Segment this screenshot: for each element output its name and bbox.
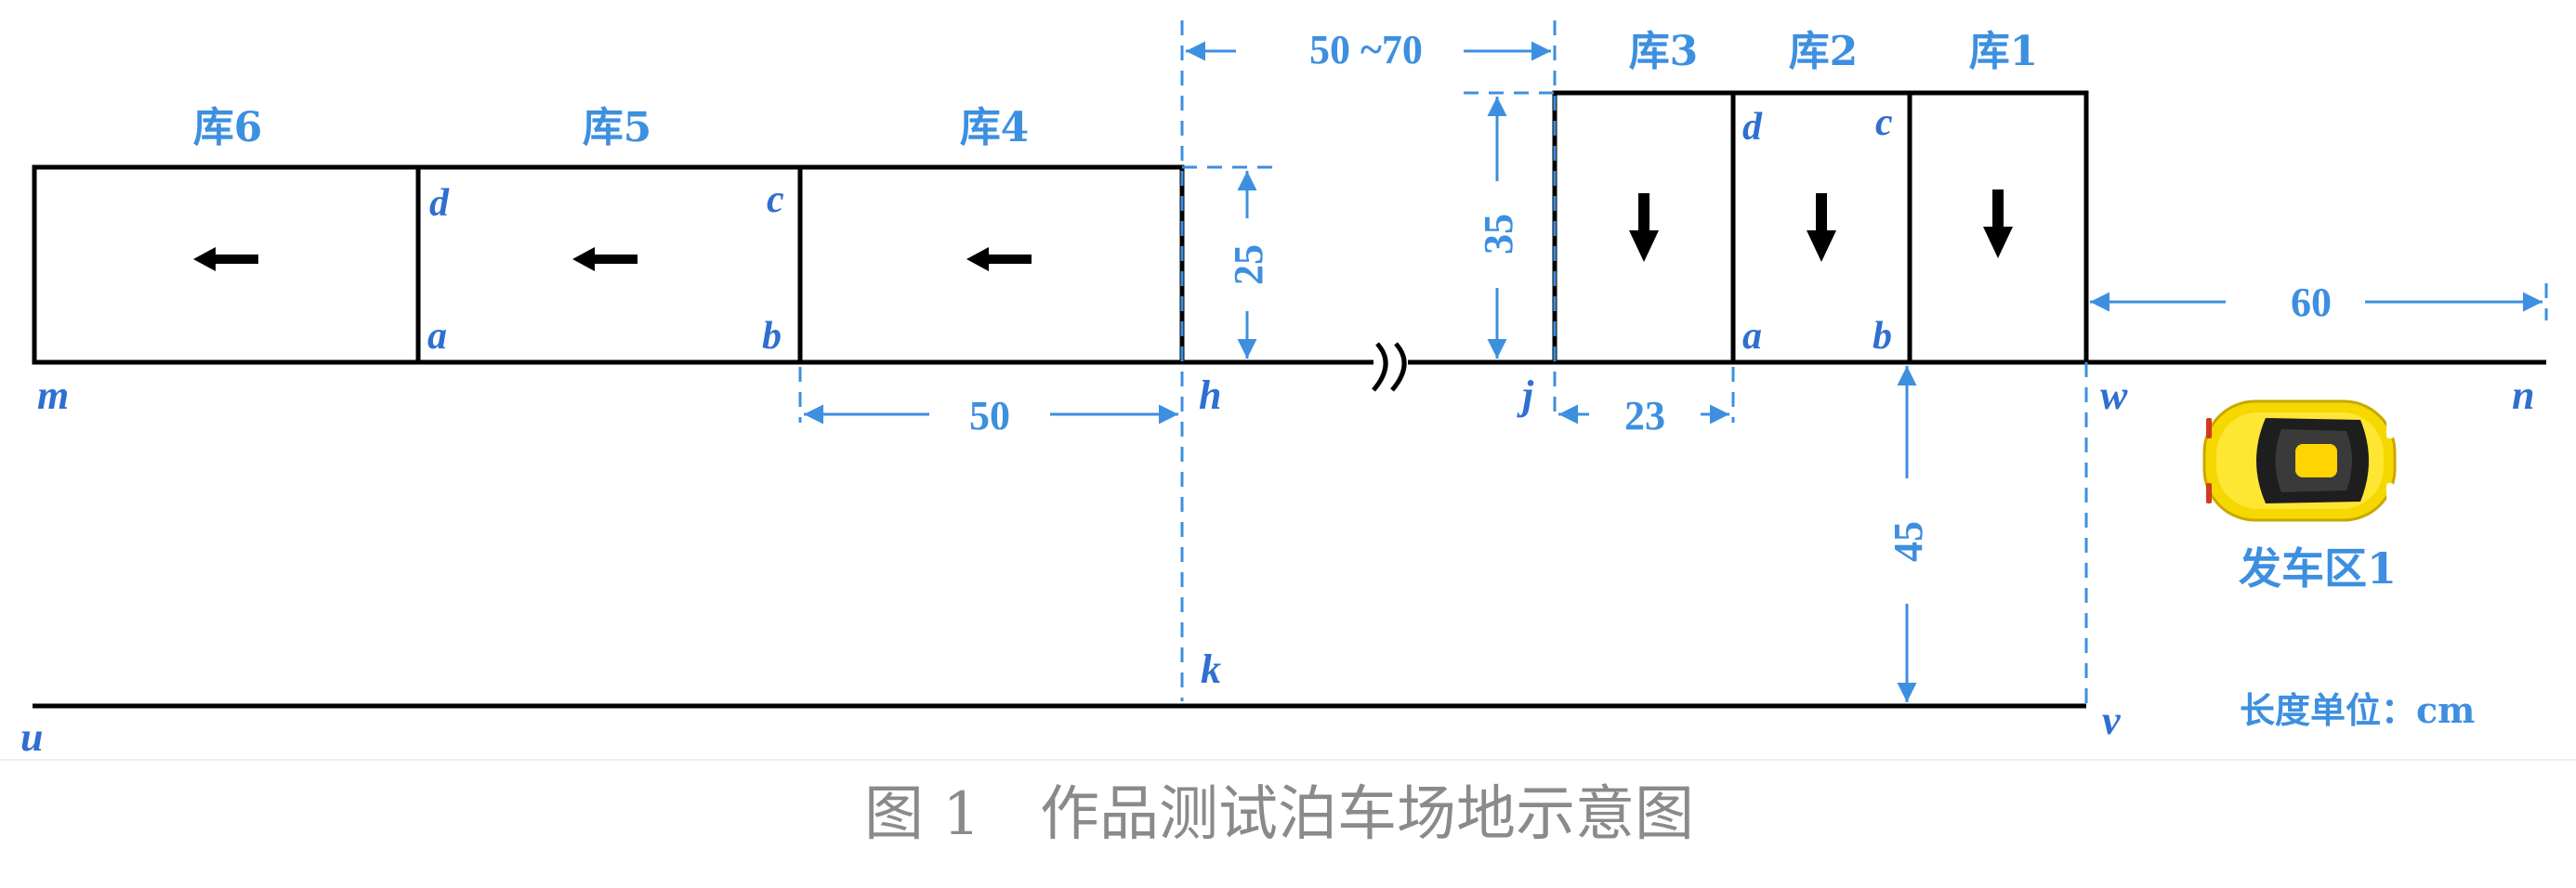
dashed-guides [798, 20, 2548, 706]
dim-label-lane-width: 45 [1886, 521, 1931, 562]
road-break-icon [1372, 342, 1407, 392]
side-parking-bays [32, 164, 1185, 365]
point-label-w: w [2100, 372, 2128, 418]
arrow-down-icon-bay3 [1629, 193, 1659, 262]
point-label-h: h [1199, 372, 1221, 418]
point-label-vert-b: b [1873, 315, 1892, 358]
point-label-k: k [1201, 646, 1221, 692]
bay-labels: 库6 库5 库4 库3 库2 库1 [193, 28, 2039, 151]
arrow-down-icon-bay2 [1807, 193, 1836, 262]
dim-label-side-depth: 25 [1226, 244, 1271, 285]
dimension-arrows [804, 41, 2543, 702]
point-label-vert-c: c [1875, 101, 1893, 144]
unit-label: 长度单位：cm [2240, 689, 2475, 731]
arrow-left-icon-bay6 [193, 247, 258, 271]
road-lines [33, 359, 2546, 709]
bay-label-4: 库4 [960, 104, 1030, 151]
point-label-side-a: a [427, 315, 447, 358]
car-icon [2202, 399, 2397, 522]
dim-label-gap: 50 ~70 [1309, 27, 1423, 72]
side-bays-outline [32, 164, 1185, 365]
dim-label-vert-depth: 35 [1476, 214, 1521, 255]
point-label-v: v [2102, 698, 2121, 743]
point-label-u: u [20, 714, 43, 760]
bay-label-3: 库3 [1629, 28, 1699, 75]
point-label-m: m [37, 372, 69, 418]
bay-label-2: 库2 [1789, 28, 1859, 75]
bay-label-6: 库6 [193, 104, 263, 151]
point-label-vert-a: a [1742, 315, 1762, 358]
bay-label-1: 库1 [1969, 28, 2039, 75]
point-label-j: j [1517, 372, 1534, 418]
bay-label-5: 库5 [583, 104, 652, 151]
point-label-side-d: d [429, 182, 450, 225]
arrow-down-icon-bay1 [1983, 189, 2013, 258]
point-labels: m h j w n u k v a b c d a b c d [20, 101, 2534, 760]
dim-label-start-length: 60 [2291, 280, 2332, 325]
direction-arrows [193, 189, 2013, 271]
arrow-left-icon-bay4 [966, 247, 1032, 271]
point-label-n: n [2512, 372, 2534, 418]
point-label-side-c: c [767, 178, 784, 221]
start-area-label: 发车区1 [2239, 543, 2397, 594]
dimension-labels: 50 ~70 50 23 60 25 35 45 [969, 27, 2332, 562]
dim-label-side-width: 50 [969, 393, 1010, 438]
dim-label-vert-width: 23 [1624, 393, 1665, 438]
point-label-vert-d: d [1742, 106, 1763, 149]
figure-caption: 图 1 作品测试泊车场地示意图 [864, 780, 1694, 849]
point-label-side-b: b [762, 315, 782, 358]
arrow-left-icon-bay5 [572, 247, 637, 271]
